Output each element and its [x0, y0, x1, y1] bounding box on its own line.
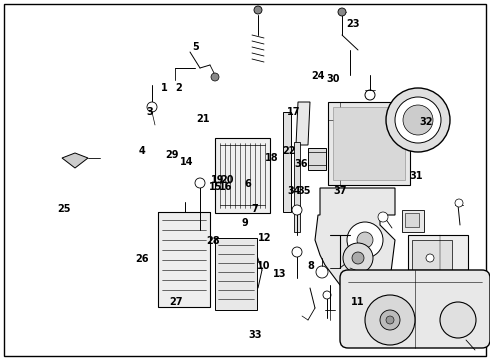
Bar [215, 238, 257, 310]
Text: 2: 2 [175, 83, 182, 93]
Bar [215, 138, 270, 213]
Text: 25: 25 [57, 204, 71, 214]
Circle shape [380, 310, 400, 330]
Text: 27: 27 [170, 297, 183, 307]
Circle shape [395, 97, 441, 143]
Circle shape [363, 293, 387, 317]
Text: 21: 21 [196, 114, 210, 124]
Circle shape [211, 73, 219, 81]
Text: 23: 23 [346, 19, 360, 30]
Circle shape [426, 254, 434, 262]
Circle shape [386, 316, 394, 324]
Circle shape [323, 291, 331, 299]
Text: 32: 32 [419, 117, 433, 127]
Bar [333, 107, 405, 180]
Text: 5: 5 [193, 42, 199, 52]
Text: 19: 19 [211, 175, 225, 185]
Bar [328, 102, 410, 185]
Circle shape [344, 292, 352, 300]
Circle shape [386, 88, 450, 152]
Circle shape [365, 90, 375, 100]
Circle shape [440, 302, 476, 338]
Bar [308, 148, 326, 170]
Bar [405, 213, 419, 227]
Text: 18: 18 [265, 153, 279, 163]
Bar [283, 112, 291, 212]
Text: 16: 16 [219, 182, 232, 192]
Text: 6: 6 [244, 179, 251, 189]
Circle shape [352, 252, 364, 264]
Text: 1: 1 [161, 83, 168, 93]
Text: 7: 7 [251, 204, 258, 214]
Bar [158, 212, 210, 307]
Text: 3: 3 [146, 107, 153, 117]
Text: 28: 28 [206, 236, 220, 246]
Text: 29: 29 [165, 150, 178, 160]
Text: 10: 10 [257, 261, 270, 271]
Circle shape [343, 243, 373, 273]
Circle shape [403, 105, 433, 135]
Polygon shape [62, 153, 88, 168]
Text: 11: 11 [351, 297, 365, 307]
Polygon shape [315, 188, 395, 290]
Text: 37: 37 [334, 186, 347, 196]
Circle shape [357, 232, 373, 248]
Text: 26: 26 [135, 254, 149, 264]
Text: 9: 9 [242, 218, 248, 228]
FancyBboxPatch shape [340, 270, 490, 348]
Text: 14: 14 [179, 157, 193, 167]
Text: 15: 15 [209, 182, 222, 192]
Bar [402, 210, 424, 232]
Circle shape [292, 205, 302, 215]
Circle shape [254, 6, 262, 14]
Text: 36: 36 [294, 159, 308, 169]
Circle shape [455, 199, 463, 207]
Text: 4: 4 [139, 146, 146, 156]
Bar [294, 142, 300, 232]
Text: 35: 35 [297, 186, 311, 196]
Text: 31: 31 [410, 171, 423, 181]
Text: 17: 17 [287, 107, 301, 117]
Circle shape [338, 8, 346, 16]
Bar [412, 240, 452, 280]
Text: 13: 13 [272, 269, 286, 279]
Text: 34: 34 [287, 186, 301, 196]
Text: 22: 22 [282, 146, 296, 156]
Text: 24: 24 [312, 71, 325, 81]
Text: 30: 30 [326, 74, 340, 84]
Text: 20: 20 [220, 175, 234, 185]
Circle shape [365, 295, 415, 345]
Circle shape [347, 222, 383, 258]
Circle shape [370, 300, 380, 310]
Circle shape [316, 266, 328, 278]
Bar [408, 235, 468, 295]
Circle shape [353, 279, 367, 293]
Text: 8: 8 [308, 261, 315, 271]
Circle shape [378, 212, 388, 222]
Circle shape [292, 247, 302, 257]
Polygon shape [296, 102, 310, 145]
Circle shape [195, 178, 205, 188]
Circle shape [147, 102, 157, 112]
Text: 33: 33 [248, 330, 262, 340]
Text: 12: 12 [258, 233, 271, 243]
